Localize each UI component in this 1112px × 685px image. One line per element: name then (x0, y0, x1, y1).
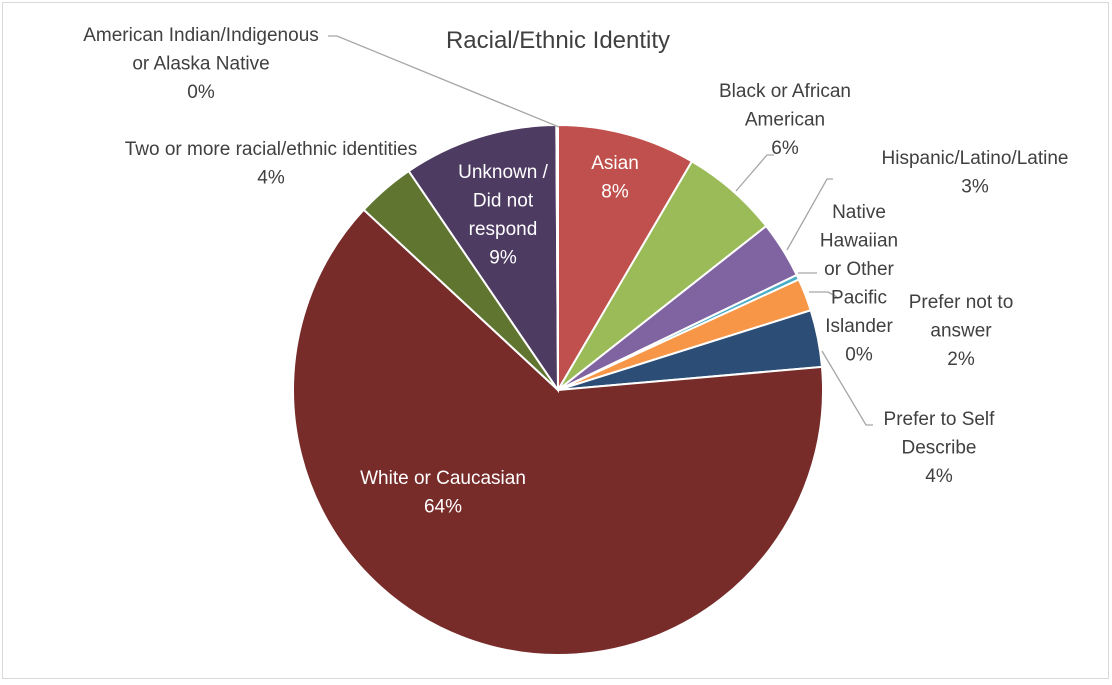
data-label-percent: 0% (845, 345, 873, 366)
data-label-line: Black or African (719, 81, 851, 102)
data-label-line: respond (469, 219, 538, 240)
data-label-percent: 3% (961, 177, 989, 198)
data-label-two-or-more: Two or more racial/ethnic identities 4% (125, 139, 418, 189)
data-label-line: or Alaska Native (132, 54, 269, 75)
data-label-asian: Asian 8% (591, 153, 639, 203)
data-label-hawaiian: Native Hawaiian or Other Pacific Islander 0% (820, 202, 898, 366)
pie-slice-american-indian (555, 123, 559, 391)
data-label-hispanic: Hispanic/Latino/Latine 3% (882, 148, 1069, 198)
data-label-line: or Other (824, 259, 894, 280)
data-label-line: Prefer to Self (884, 409, 996, 430)
data-label-percent: 64% (424, 497, 462, 518)
data-label-line: Unknown / (458, 162, 548, 183)
data-label-line: Describe (902, 438, 977, 459)
data-label-line: American Indian/Indigenous (83, 25, 319, 46)
chart-title: Racial/Ethnic Identity (446, 27, 670, 54)
pie-slice-unknown (407, 124, 560, 394)
data-label-line: Two or more racial/ethnic identities (125, 139, 418, 160)
data-label-line: American (745, 110, 825, 131)
data-label-percent: 8% (601, 182, 629, 203)
data-label-percent: 2% (947, 349, 975, 370)
data-label-line: answer (930, 321, 992, 342)
leader-line-black (735, 154, 774, 192)
data-label-black: Black or African American 6% (719, 81, 851, 159)
leader-line-american-indian (328, 35, 560, 128)
data-label-percent: 4% (925, 466, 953, 487)
data-label-american-indian: American Indian/Indigenous or Alaska Nati… (83, 25, 319, 103)
pie-slice-white (292, 208, 824, 656)
data-label-line: Hispanic/Latino/Latine (882, 148, 1069, 169)
data-label-line: Did not (473, 191, 534, 212)
pie-slices (292, 123, 824, 656)
data-label-percent: 9% (489, 248, 517, 269)
data-label-self-describe: Prefer to Self Describe 4% (884, 409, 996, 487)
data-label-prefer-not: Prefer not to answer 2% (909, 292, 1014, 370)
slice-labels: Asian 8% Black or African American 6% Hispani… (83, 25, 1068, 518)
data-label-percent: 0% (187, 82, 215, 103)
leader-lines (328, 35, 873, 426)
leader-line-self-describe (821, 350, 873, 426)
data-label-line: Prefer not to (909, 292, 1014, 313)
data-label-white: White or Caucasian 64% (360, 468, 526, 518)
leader-line-hispanic (786, 178, 833, 251)
data-label-line: Pacific (831, 288, 887, 309)
data-label-percent: 4% (257, 168, 285, 189)
pie-chart: Racial/Ethnic Identity Asian 8% Black or A… (83, 25, 1068, 656)
leader-line-prefer-not (809, 291, 838, 298)
data-label-line: Native (832, 202, 886, 223)
data-label-line: Islander (825, 316, 893, 337)
data-label-line: White or Caucasian (360, 468, 526, 489)
data-label-line: Hawaiian (820, 231, 898, 252)
pie-slice-asian (557, 123, 694, 394)
data-label-line: Asian (591, 153, 639, 174)
data-label-percent: 6% (771, 138, 799, 159)
data-label-unknown: Unknown / Did not respond 9% (458, 162, 548, 269)
